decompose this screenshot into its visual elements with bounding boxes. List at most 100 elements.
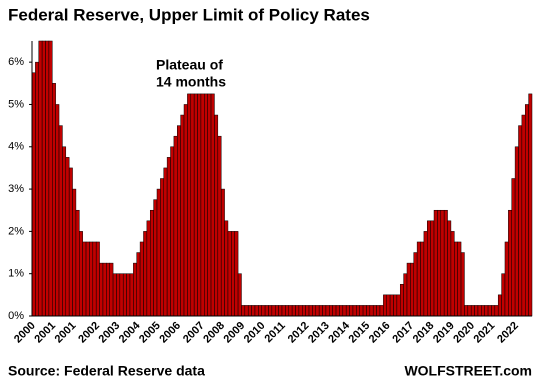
bar bbox=[298, 305, 303, 317]
bar bbox=[362, 305, 367, 317]
bar bbox=[31, 72, 36, 317]
bar bbox=[423, 231, 428, 317]
bar bbox=[190, 93, 195, 317]
bar bbox=[52, 83, 56, 317]
bar bbox=[79, 231, 83, 317]
x-tick-label: 2020 bbox=[451, 320, 477, 346]
bar bbox=[288, 305, 293, 317]
bar bbox=[224, 220, 229, 317]
y-tick-label: 4% bbox=[8, 141, 24, 153]
bar bbox=[484, 305, 489, 317]
bar bbox=[274, 305, 279, 317]
bar bbox=[160, 178, 165, 317]
x-tick-label: 2007 bbox=[181, 320, 207, 346]
bar bbox=[163, 167, 168, 317]
bar bbox=[460, 252, 465, 317]
bar bbox=[366, 305, 371, 317]
bar bbox=[210, 93, 215, 317]
bar bbox=[241, 305, 246, 317]
x-tick-label: 2013 bbox=[306, 320, 332, 346]
bar bbox=[170, 146, 175, 317]
bar bbox=[302, 305, 306, 317]
bar bbox=[106, 262, 110, 317]
bar bbox=[494, 305, 499, 317]
bar bbox=[312, 305, 317, 317]
x-tick-label: 2014 bbox=[326, 319, 352, 345]
bar bbox=[193, 93, 198, 317]
bar bbox=[116, 273, 121, 317]
bar bbox=[244, 305, 249, 317]
bar bbox=[180, 114, 185, 317]
bar bbox=[318, 305, 323, 317]
bar bbox=[524, 104, 529, 317]
bar bbox=[183, 104, 188, 317]
bar bbox=[470, 305, 475, 317]
bar bbox=[200, 93, 205, 317]
bar bbox=[416, 241, 421, 317]
bar bbox=[85, 241, 90, 317]
bar bbox=[55, 104, 60, 317]
bar bbox=[217, 135, 222, 317]
bar bbox=[487, 305, 492, 317]
bar bbox=[95, 241, 100, 317]
x-tick-label: 2009 bbox=[222, 320, 248, 346]
bar bbox=[38, 40, 43, 317]
bar bbox=[433, 209, 438, 317]
bar bbox=[41, 40, 46, 317]
annotation: Plateau of bbox=[156, 57, 223, 73]
bar bbox=[99, 262, 104, 317]
bar bbox=[295, 305, 300, 317]
x-tick-label: 2006 bbox=[157, 320, 183, 346]
bar bbox=[153, 199, 158, 317]
bar bbox=[133, 262, 137, 317]
x-tick-label: 2018 bbox=[411, 320, 437, 346]
y-tick-label: 6% bbox=[8, 56, 24, 68]
bar bbox=[342, 305, 347, 317]
bar bbox=[112, 273, 117, 317]
bar bbox=[457, 241, 462, 317]
bar bbox=[514, 146, 519, 317]
bar bbox=[247, 305, 252, 317]
bar bbox=[227, 231, 232, 317]
bar bbox=[92, 241, 97, 317]
bar bbox=[403, 273, 408, 317]
x-tick-label: 2010 bbox=[242, 320, 268, 346]
bar bbox=[359, 305, 364, 317]
bar bbox=[325, 305, 330, 317]
x-tick-label: 2000 bbox=[12, 320, 38, 346]
brand: WOLFSTREET.com bbox=[404, 363, 532, 379]
bar bbox=[329, 305, 333, 317]
bar bbox=[464, 305, 469, 317]
bar bbox=[406, 262, 411, 317]
bar bbox=[315, 305, 320, 317]
x-tick-label: 2016 bbox=[367, 320, 393, 346]
bar bbox=[281, 305, 286, 317]
bar bbox=[156, 188, 161, 317]
bar bbox=[234, 231, 239, 317]
x-tick-label: 2004 bbox=[117, 319, 143, 345]
bar bbox=[430, 220, 435, 317]
annotation: 14 months bbox=[156, 74, 226, 90]
bar bbox=[62, 146, 67, 317]
bar bbox=[440, 209, 445, 317]
bar bbox=[75, 209, 80, 317]
bar bbox=[352, 305, 357, 317]
bar bbox=[467, 305, 472, 317]
bar bbox=[413, 252, 418, 317]
bar bbox=[349, 305, 354, 317]
x-tick-label: 2003 bbox=[97, 320, 123, 346]
bar bbox=[356, 305, 360, 317]
bar bbox=[254, 305, 259, 317]
bar bbox=[207, 93, 212, 317]
bar bbox=[82, 241, 87, 317]
bar bbox=[89, 241, 94, 317]
bar bbox=[518, 125, 523, 317]
bar bbox=[454, 241, 458, 317]
bar bbox=[149, 209, 154, 317]
bar bbox=[146, 220, 151, 317]
bar bbox=[122, 273, 127, 317]
bar bbox=[308, 305, 313, 317]
bar bbox=[443, 209, 448, 317]
bar bbox=[173, 135, 178, 317]
x-tick-label: 2001 bbox=[53, 320, 79, 346]
